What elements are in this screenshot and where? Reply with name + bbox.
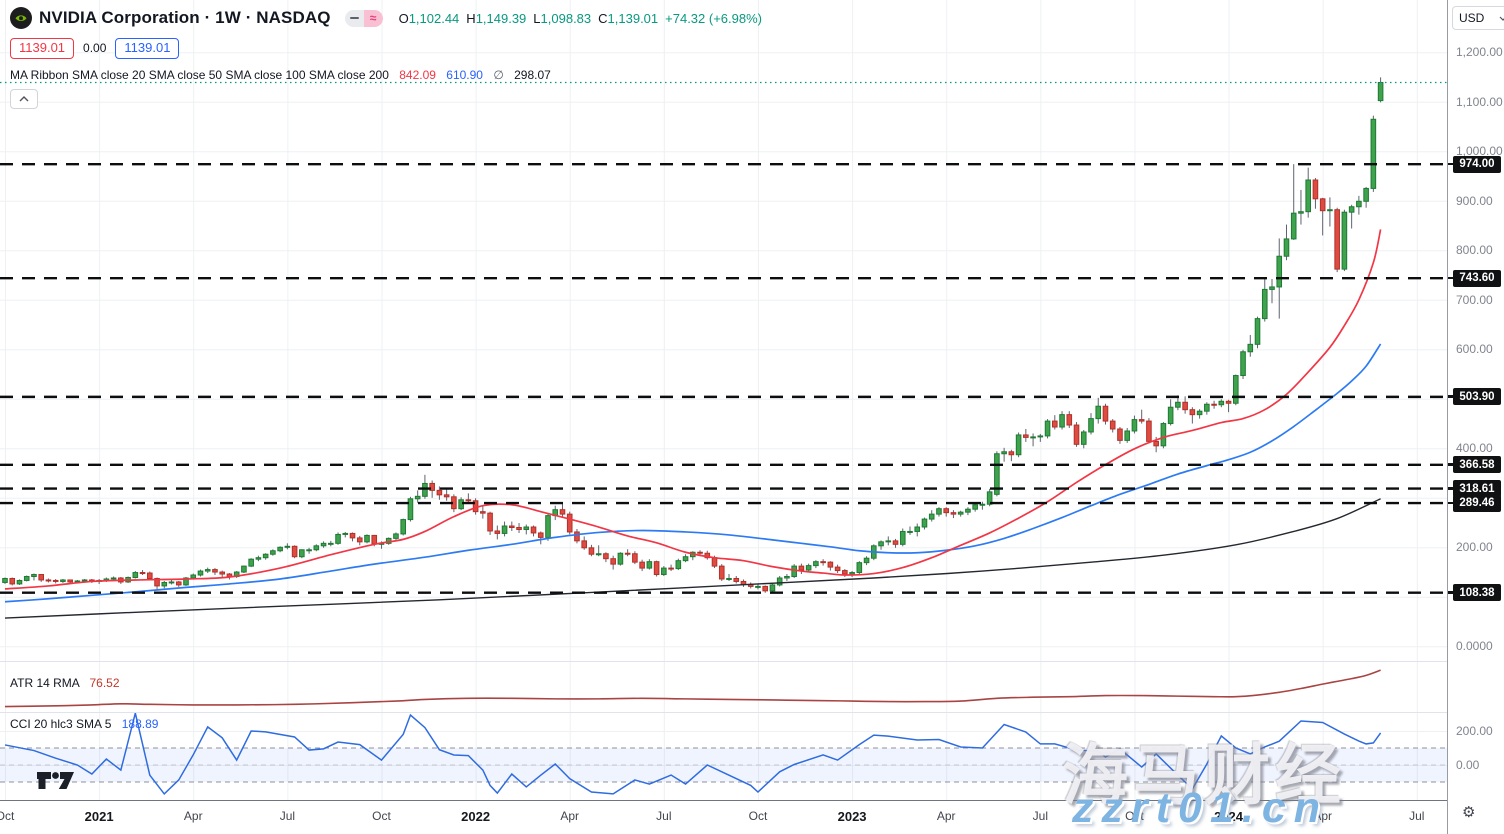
cci-axis-label: 0.00 [1456, 758, 1480, 772]
price-level-label: 743.60 [1448, 269, 1501, 287]
atr-value: 76.52 [89, 676, 120, 690]
cci-indicator-legend[interactable]: CCI 20 hlc3 SMA 5 188.89 [10, 717, 158, 731]
legend-toggle-pill: ≈ [344, 9, 383, 27]
price-axis-label: 1,000.00 [1456, 144, 1503, 159]
price-axis-label: 800.00 [1456, 243, 1493, 258]
time-axis-month-label: Apr [1313, 809, 1333, 823]
axis-corner: ⚙ [1447, 800, 1504, 834]
chevron-up-icon [19, 96, 29, 102]
time-axis-year-label: 2023 [837, 809, 867, 824]
sell-price-box[interactable]: 1139.01 [10, 37, 75, 59]
cci-line [4, 712, 1382, 796]
time-axis-year-label: 2022 [461, 809, 491, 824]
time-axis-month-label: Apr [936, 809, 956, 823]
sma50-value: 610.90 [446, 68, 483, 82]
time-axis-year-label: 2021 [84, 809, 114, 824]
time-axis-month-label: Oct [1125, 809, 1144, 823]
sma50-line [4, 343, 1382, 603]
currency-selector[interactable]: USD [1452, 6, 1504, 30]
trade-price-row: 1139.01 0.00 1139.01 [10, 37, 769, 59]
price-axis-label: 400.00 [1456, 441, 1493, 456]
price-level-label: 366.58 [1448, 456, 1501, 474]
ohlc-readout: O1,102.44 H1,149.39 L1,098.83 C1,139.01 +74.… [398, 10, 762, 26]
price-level-label: 974.00 [1448, 155, 1501, 173]
sma20-value: 842.09 [399, 68, 436, 82]
price-axis-label: 200.00 [1456, 540, 1493, 555]
atr-line [4, 669, 1381, 708]
sma20-line [4, 229, 1382, 590]
wave-icon[interactable]: ≈ [363, 9, 383, 27]
cci-axis-label: 200.00 [1456, 724, 1493, 738]
price-axis-label: 700.00 [1456, 292, 1493, 307]
minus-icon[interactable] [344, 9, 364, 27]
price-axis-label: 0.0000 [1456, 639, 1493, 654]
price-axis-label: 900.00 [1456, 193, 1493, 208]
time-axis-month-label: Jul [1409, 809, 1425, 823]
chart-legend: NVIDIA Corporation · 1W · NASDAQ ≈ O1,10… [10, 6, 769, 109]
sma200-value: 298.07 [514, 68, 551, 82]
ma-ribbon-legend[interactable]: MA Ribbon SMA close 20 SMA close 50 SMA … [10, 68, 769, 82]
price-axis-label: 1,100.00 [1456, 94, 1503, 109]
time-axis[interactable]: Oct 2021 Apr Jul Oct 2022 Apr Jul Oct 2023 Apr Jul O… [0, 800, 1504, 834]
chevron-down-icon [1499, 16, 1504, 21]
price-axis-label: 1,200.00 [1456, 45, 1503, 60]
price-level-label: 318.61 [1448, 480, 1501, 498]
cci-value: 188.89 [121, 717, 159, 731]
time-axis-month-label: Oct [0, 809, 15, 823]
axis-settings-gear-icon[interactable]: ⚙ [1462, 803, 1476, 821]
chart-canvas[interactable] [0, 0, 1447, 800]
candlestick-series [2, 77, 1384, 593]
sma200-line [4, 498, 1381, 619]
spread-value: 0.00 [83, 41, 107, 55]
price-level-label: 108.38 [1448, 584, 1501, 602]
nvidia-logo-icon [10, 7, 32, 29]
atr-label: ATR 14 RMA [10, 676, 80, 690]
time-axis-year-label: 2024 [1214, 809, 1244, 824]
collapse-pane-button[interactable] [10, 89, 38, 109]
time-axis-month-label: Jul [279, 809, 296, 823]
symbol-title[interactable]: NVIDIA Corporation · 1W · NASDAQ [39, 8, 331, 27]
change-value: +74.32 (+6.98%) [665, 10, 762, 26]
time-axis-month-label: Oct [372, 809, 391, 823]
time-axis-month-label: Apr [183, 809, 203, 823]
symbol-row: NVIDIA Corporation · 1W · NASDAQ ≈ O1,10… [10, 6, 769, 30]
atr-indicator-legend[interactable]: ATR 14 RMA 76.52 [10, 676, 120, 690]
time-axis-month-label: Oct [748, 809, 768, 823]
price-axis-label: 600.00 [1456, 342, 1493, 357]
price-axis[interactable]: USD 1,200.00 1,100.00 1,000.00 900.00 800.00… [1447, 0, 1504, 800]
time-axis-month-label: Jul [656, 809, 672, 823]
cci-label: CCI 20 hlc3 SMA 5 [10, 717, 112, 731]
time-axis-month-label: Apr [560, 809, 580, 823]
time-axis-month-label: Jul [1032, 809, 1048, 823]
ma-ribbon-label: MA Ribbon SMA close 20 SMA close 50 SMA … [10, 68, 389, 82]
average-symbol: ∅ [493, 68, 504, 82]
tradingview-logo[interactable] [36, 768, 76, 797]
price-level-label: 503.90 [1448, 388, 1501, 406]
buy-price-box[interactable]: 1139.01 [115, 37, 180, 59]
currency-label: USD [1459, 11, 1485, 25]
price-level-label: 289.46 [1448, 494, 1501, 512]
